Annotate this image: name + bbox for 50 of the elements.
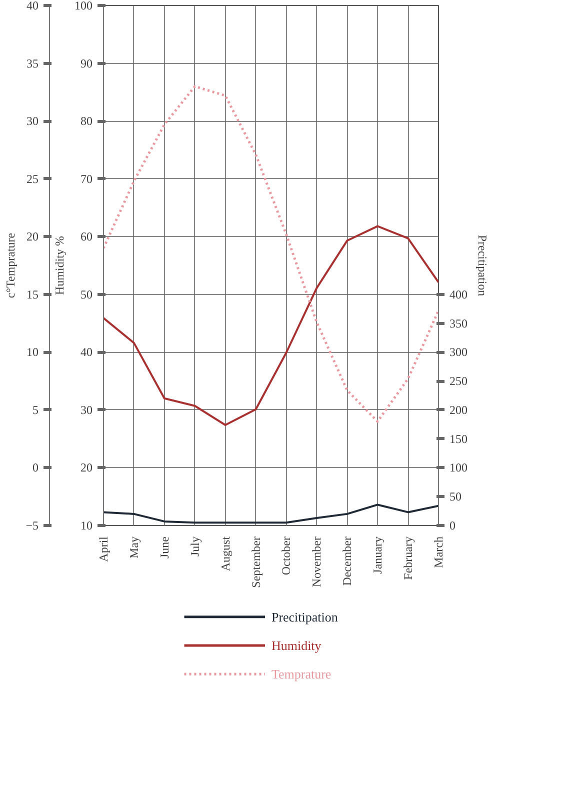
y3-tick-label: 400 [450, 287, 468, 302]
x-tick-label: March [432, 536, 446, 568]
y2-tick-label: 70 [80, 172, 92, 186]
line-series [104, 225, 438, 426]
y3-tick-label: 200 [450, 402, 468, 417]
y3-tick-label: 0 [450, 518, 456, 532]
y3-tick-label: 150 [450, 432, 468, 446]
y3-tick-label: 250 [450, 374, 468, 388]
x-tick-label: June [157, 536, 172, 558]
y3-tick-label: 100 [450, 460, 468, 475]
y-tick-label: 40 [26, 0, 38, 12]
y-tick-label: 30 [26, 114, 38, 128]
y2-tick-label: 100 [74, 0, 92, 12]
y2-tick-label: 90 [80, 56, 92, 70]
y-tick-label: 10 [26, 345, 38, 360]
x-tick-label: May [126, 536, 141, 558]
x-tick-label: January [370, 536, 385, 574]
y2-tick-label: 10 [80, 518, 92, 532]
text: Humidity [271, 638, 322, 653]
y3-axis-title: Precitipation [476, 234, 490, 296]
y2-tick-label: 50 [80, 287, 92, 302]
x-tick-label: September [248, 536, 263, 588]
x-tick-label: July [188, 536, 202, 557]
y2-tick-label: 40 [80, 345, 92, 360]
y-tick-label: 35 [26, 56, 38, 70]
x-tick-label: November [310, 536, 324, 588]
y3-tick-label: 350 [450, 316, 468, 330]
y2-tick-label: 60 [80, 230, 92, 244]
x-tick-label: February [401, 536, 416, 580]
y-tick-label: 15 [26, 287, 38, 302]
text: Temprature [271, 666, 332, 682]
y-tick-label: 0 [32, 460, 38, 475]
y3-tick-label: 50 [450, 490, 462, 504]
x-tick-label: August [218, 536, 232, 572]
y2-tick-label: 80 [80, 114, 92, 128]
y-axis-title: c°Temprature [4, 232, 18, 298]
y3-tick-label: 300 [450, 345, 468, 360]
line-series [104, 85, 438, 423]
y2-tick-label: 20 [80, 460, 92, 475]
line-series [104, 504, 438, 524]
x-tick-label: April [96, 536, 110, 562]
y-tick-label: 25 [26, 172, 38, 186]
y2-tick-label: 30 [80, 402, 92, 417]
x-tick-label: December [340, 536, 354, 586]
text: Precitipation [271, 609, 338, 624]
y2-axis-title: Humidity % [52, 236, 66, 295]
x-tick-label: October [279, 536, 294, 576]
y-tick-label: 5 [32, 402, 38, 417]
y-tick-label: −5 [26, 518, 39, 532]
y-tick-label: 20 [26, 230, 38, 244]
